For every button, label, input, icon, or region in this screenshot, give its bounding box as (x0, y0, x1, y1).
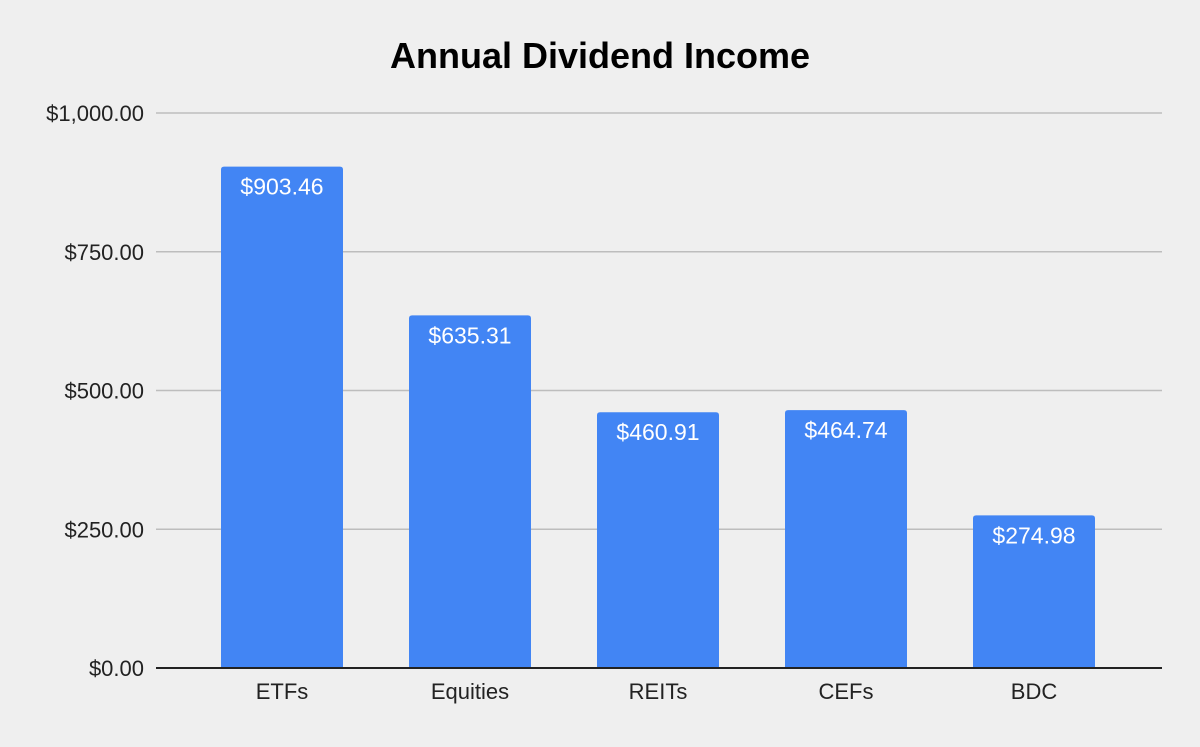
bar-etfs (221, 166, 343, 668)
bar-cefs (785, 410, 907, 668)
x-tick-label: CEFs (819, 679, 874, 704)
y-tick-label: $750.00 (64, 240, 144, 265)
chart-title: Annual Dividend Income (390, 35, 810, 76)
y-tick-label: $1,000.00 (46, 101, 144, 126)
bar-bdc (973, 515, 1095, 668)
bar-data-labels: $903.46 $635.31 $460.91 $464.74 $274.98 (240, 174, 1075, 549)
x-tick-label: REITs (629, 679, 688, 704)
bar-data-label: $635.31 (428, 322, 511, 348)
bar-data-label: $903.46 (240, 174, 323, 200)
y-tick-label: $500.00 (64, 379, 144, 404)
bar-reits (597, 412, 719, 668)
x-tick-label: Equities (431, 679, 509, 704)
x-tick-label: BDC (1011, 679, 1058, 704)
bar-data-label: $464.74 (804, 417, 887, 443)
y-axis-tick-labels: $0.00 $250.00 $500.00 $750.00 $1,000.00 (46, 101, 144, 681)
x-tick-label: ETFs (256, 679, 309, 704)
bar-equities (409, 315, 531, 668)
bar-data-label: $460.91 (616, 419, 699, 445)
bars (221, 166, 1095, 668)
bar-data-label: $274.98 (992, 522, 1075, 548)
y-tick-label: $0.00 (89, 656, 144, 681)
x-axis-tick-labels: ETFs Equities REITs CEFs BDC (256, 679, 1058, 704)
y-tick-label: $250.00 (64, 517, 144, 542)
